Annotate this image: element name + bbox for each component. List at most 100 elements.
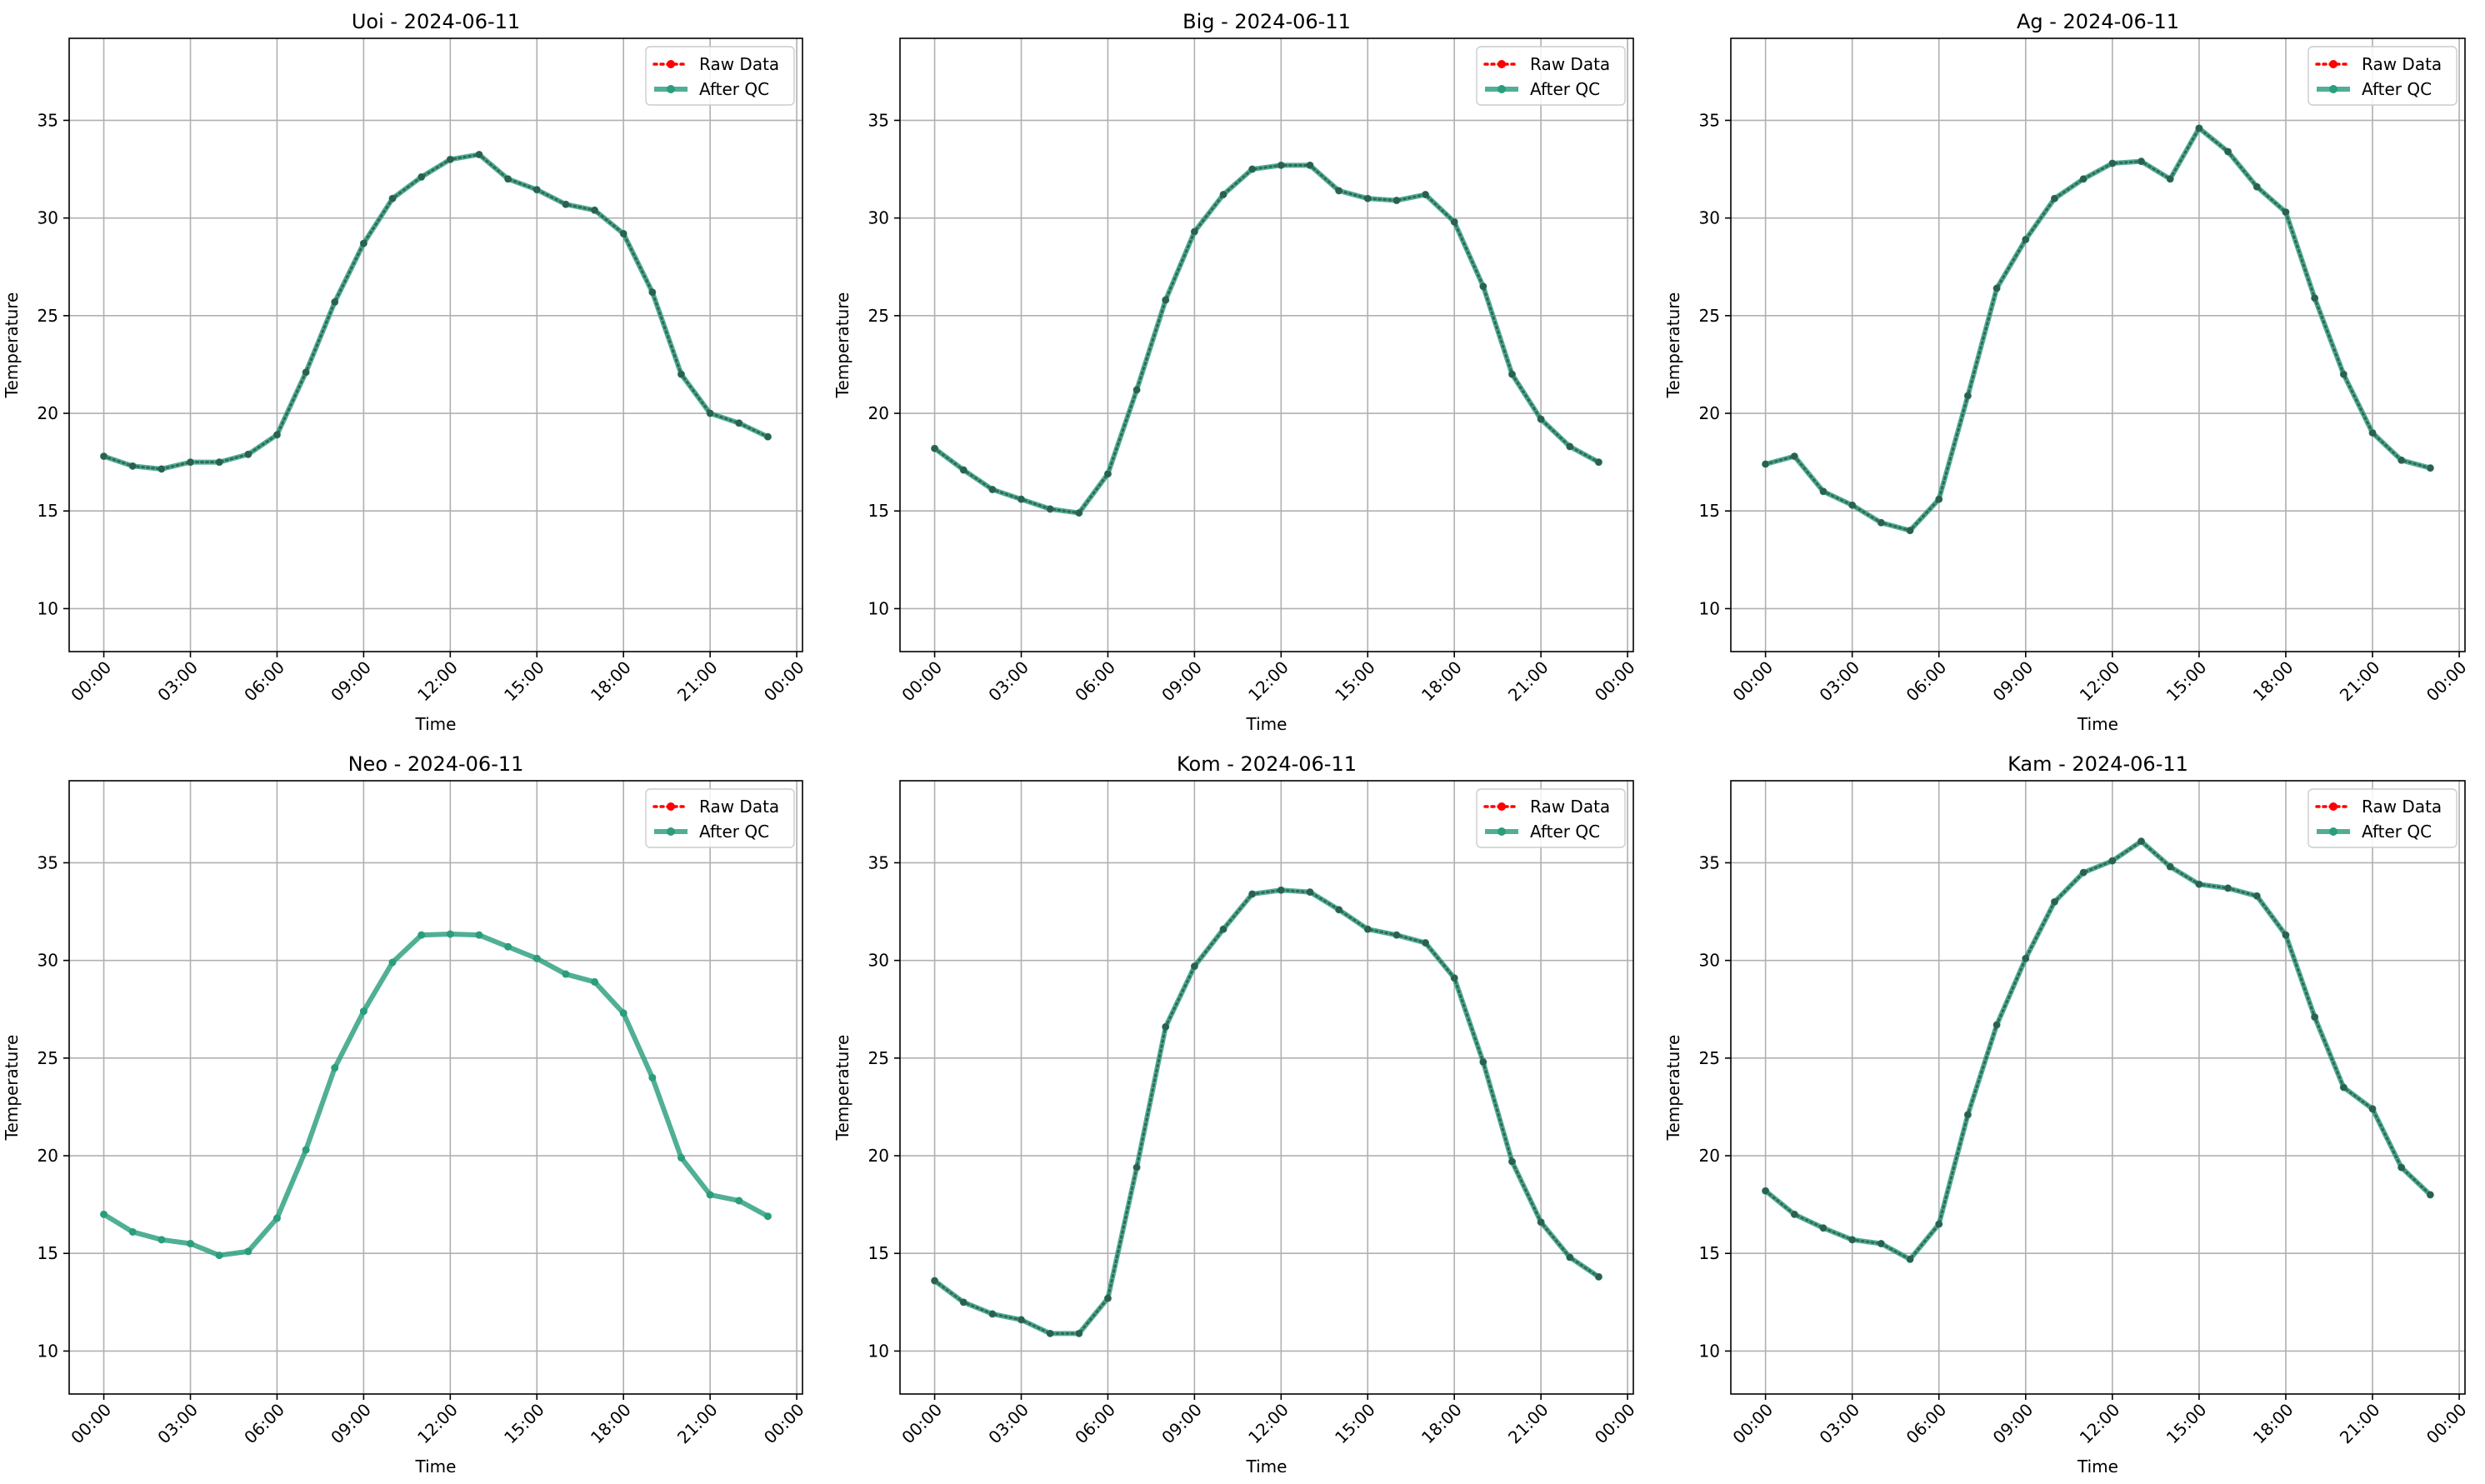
raw-data-point: [1335, 906, 1342, 913]
raw-data-point: [1162, 1023, 1169, 1031]
series-after-qc-line: [1762, 838, 2433, 1262]
raw-data-point: [2080, 869, 2088, 877]
after-qc-point: [619, 1009, 628, 1017]
raw-data-point: [100, 452, 108, 460]
raw-data-point: [2022, 236, 2029, 243]
after-qc-point: [331, 1064, 339, 1072]
y-axis-label: Temperature: [1663, 1035, 1683, 1142]
y-axis-label: Temperature: [1663, 292, 1683, 399]
raw-data-point: [1133, 386, 1141, 393]
legend-label-after-qc: After QC: [1530, 79, 1600, 99]
x-tick-label: 12:00: [413, 657, 462, 706]
legend-label-raw-data: Raw Data: [1530, 54, 1610, 74]
legend-qc-marker: [1498, 85, 1506, 93]
y-tick-label: 10: [1699, 598, 1720, 618]
x-tick-label: 09:00: [327, 1400, 375, 1448]
raw-data-point: [2340, 371, 2348, 378]
y-axis-label: Temperature: [832, 292, 852, 399]
series-raw-data-line: [1764, 126, 2432, 532]
raw-data-point: [1566, 442, 1573, 450]
raw-data-point: [1278, 162, 1285, 169]
x-tick-label: 03:00: [153, 657, 202, 706]
x-tick-label: 18:00: [2249, 657, 2298, 706]
y-tick-label: 30: [38, 951, 58, 971]
raw-data-point: [707, 410, 714, 417]
legend-label-raw-data: Raw Data: [699, 54, 779, 74]
legend: Raw Data After QC: [1476, 788, 1626, 848]
x-tick-label: 00:00: [67, 1400, 115, 1448]
x-axis-label: Time: [2077, 714, 2118, 734]
legend-raw-marker: [1498, 802, 1506, 811]
y-tick-label: 20: [868, 1146, 889, 1166]
legend: Raw Data After QC: [2308, 46, 2458, 106]
raw-data-point: [504, 175, 512, 182]
raw-data-point: [1392, 197, 1400, 204]
raw-data-point: [389, 195, 397, 202]
raw-data-point: [1595, 458, 1602, 466]
x-tick-label: 15:00: [2162, 657, 2211, 706]
raw-data-point: [1306, 162, 1313, 169]
y-tick-label: 10: [868, 1341, 889, 1361]
x-tick-label: 18:00: [587, 657, 635, 706]
raw-data-point: [1878, 1240, 1885, 1247]
x-tick-label: 12:00: [2076, 657, 2124, 706]
after-qc-point: [735, 1197, 743, 1205]
raw-data-point: [1791, 452, 1798, 460]
x-tick-label: 00:00: [67, 657, 115, 706]
x-tick-label: 09:00: [1989, 1400, 2038, 1448]
raw-data-point: [1762, 1187, 1769, 1195]
chart-title: Neo - 2024-06-11: [348, 752, 524, 776]
after-qc-point: [475, 931, 483, 939]
chart-title: Kom - 2024-06-11: [1177, 752, 1357, 776]
raw-data-point: [1907, 1256, 1914, 1263]
y-tick-label: 25: [1699, 306, 1720, 326]
y-axis-label: Temperature: [2, 292, 22, 399]
y-tick-label: 35: [38, 110, 58, 130]
grid: [1731, 38, 2465, 652]
legend-qc-marker: [667, 827, 675, 836]
chart-title: Ag - 2024-06-11: [2017, 10, 2179, 33]
subplot-5: 10 15 20 25 30 35 00:00 03:00 06:00 09:00 12:00 15:…: [832, 752, 1639, 1477]
raw-data-point: [2224, 884, 2232, 892]
y-tick-label: 15: [38, 501, 58, 521]
after-qc-point: [244, 1247, 252, 1256]
raw-data-point: [931, 1277, 938, 1285]
x-tick-label: 06:00: [240, 657, 288, 706]
raw-data-point: [447, 156, 454, 163]
x-tick-label: 21:00: [673, 1400, 722, 1448]
y-tick-label: 15: [868, 1243, 889, 1263]
axes-frame: [899, 780, 1634, 1395]
axes-frame: [899, 37, 1634, 652]
raw-data-point: [1907, 527, 1914, 534]
subplot-6: 10 15 20 25 30 35 00:00 03:00 06:00 09:00 12:00 15:…: [1663, 752, 2471, 1477]
raw-data-point: [1104, 470, 1112, 477]
raw-data-point: [158, 465, 165, 472]
raw-data-point: [1935, 1221, 1942, 1228]
x-tick-label: 09:00: [1158, 657, 1206, 706]
x-tick-label: 06:00: [240, 1400, 288, 1448]
raw-data-point: [1479, 282, 1487, 290]
raw-data-point: [2253, 183, 2261, 191]
legend-label-after-qc: After QC: [2362, 822, 2432, 842]
legend-label-raw-data: Raw Data: [699, 797, 779, 817]
legend-raw-marker: [667, 60, 675, 68]
raw-data-point: [620, 230, 628, 237]
raw-data-point: [931, 445, 938, 452]
legend: Raw Data After QC: [645, 46, 795, 106]
legend-label-after-qc: After QC: [1530, 822, 1600, 842]
raw-data-point: [1422, 191, 1429, 198]
legend-raw-marker: [1498, 60, 1506, 68]
raw-data-point: [1762, 460, 1769, 467]
y-tick-label: 25: [38, 306, 58, 326]
chart-title: Uoi - 2024-06-11: [352, 10, 520, 33]
after-qc-point: [591, 977, 599, 986]
raw-data-point: [2051, 898, 2058, 906]
x-axis-label: Time: [2077, 1457, 2118, 1477]
raw-data-point: [2282, 932, 2289, 939]
legend-qc-marker: [1498, 827, 1506, 836]
raw-data-point: [2253, 892, 2261, 900]
raw-data-point: [1306, 888, 1313, 896]
after-qc-point: [706, 1191, 714, 1199]
raw-data-point: [1935, 496, 1942, 503]
raw-data-point: [418, 173, 425, 181]
